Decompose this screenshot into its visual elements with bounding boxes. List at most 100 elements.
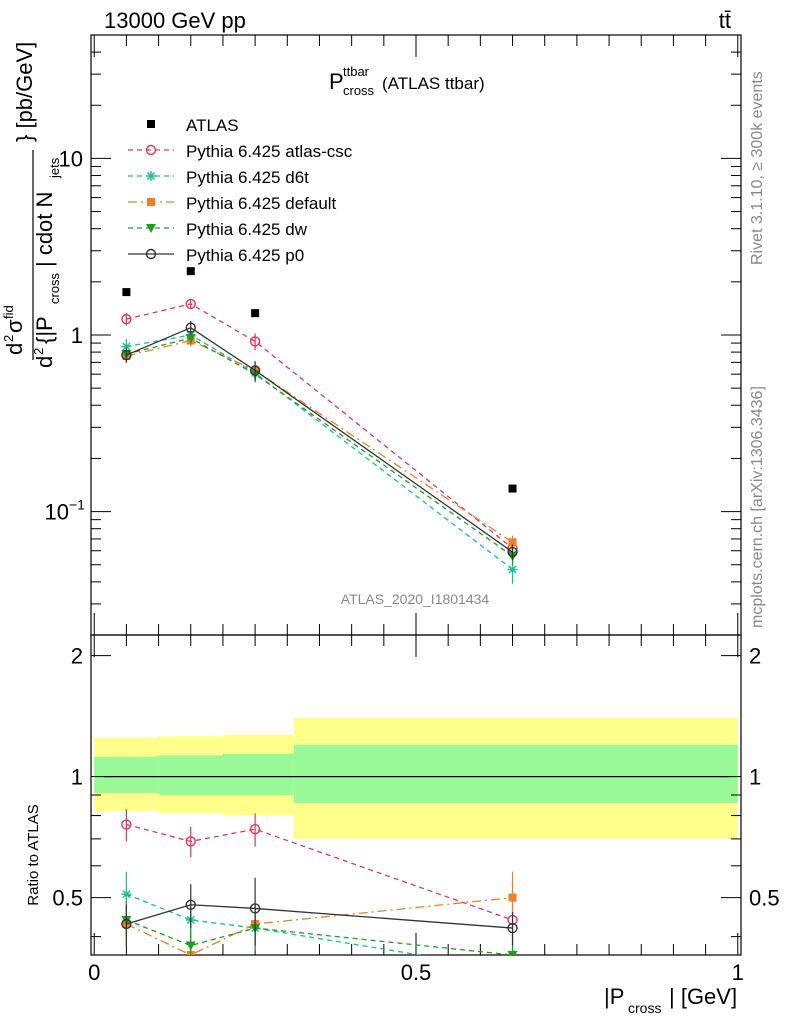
star-stroke xyxy=(509,967,516,974)
legend-marker xyxy=(147,198,155,206)
y-label-units: } [pb/GeV] xyxy=(12,42,37,142)
data-point xyxy=(121,889,132,900)
data-point xyxy=(249,823,261,835)
x-axis-label: |P cross | [GeV] xyxy=(604,984,737,1016)
star-stroke xyxy=(122,342,131,351)
series-line xyxy=(126,339,513,543)
legend-entry: Pythia 6.425 default xyxy=(128,194,337,213)
x-tick-label: 0 xyxy=(88,960,100,985)
ratio-tick-label-right: 1 xyxy=(749,765,761,790)
legend-entry: Pythia 6.425 dw xyxy=(128,220,308,239)
data-point xyxy=(185,334,196,344)
legend-marker xyxy=(146,224,156,233)
data-point xyxy=(121,349,132,361)
data-point xyxy=(121,313,132,325)
y-tick-label-exponent: −1 xyxy=(69,497,85,513)
series-line xyxy=(126,326,513,553)
atlas-data-point xyxy=(251,309,260,318)
series-line xyxy=(126,334,513,570)
y-tick-label: 1 xyxy=(71,323,83,348)
legend-marker xyxy=(145,144,157,156)
legend-label: Pythia 6.425 default xyxy=(186,194,337,213)
y-label-den: {|P xyxy=(32,316,57,344)
ratio-tick-label-left: 0.5 xyxy=(52,886,83,911)
title-sup: ttbar xyxy=(343,64,370,79)
data-point xyxy=(185,298,196,310)
ratio-series-group xyxy=(121,809,518,975)
data-point xyxy=(249,365,261,376)
data-point xyxy=(508,965,518,975)
y-label-d2: d xyxy=(32,356,57,368)
series-pythia-6-425-d6t xyxy=(121,328,518,584)
main-y-minor-ticks xyxy=(91,34,741,636)
series-pythia-6-425-dw xyxy=(121,331,518,565)
legend-entry-atlas: ATLAS xyxy=(147,116,239,135)
analysis-label: ATLAS_2020_I1801434 xyxy=(341,591,490,607)
energy-label: 13000 GeV pp xyxy=(104,8,246,33)
data-point xyxy=(507,951,518,955)
atlas-data-point xyxy=(508,484,517,493)
ratio-tick-label-right: 0.5 xyxy=(749,886,780,911)
series-line xyxy=(126,303,513,549)
legend-marker-atlas xyxy=(147,120,155,128)
y-label-sigma: σ xyxy=(2,319,27,333)
y-label-d: d xyxy=(2,343,27,355)
series-line xyxy=(126,919,513,955)
y-label-d2-exp: 2 xyxy=(31,348,46,355)
legend-label: Pythia 6.425 d6t xyxy=(186,168,309,187)
x-tick-label: 1 xyxy=(732,960,744,985)
legend-label: Pythia 6.425 dw xyxy=(186,220,308,239)
green-band-bin xyxy=(222,753,294,795)
series-line xyxy=(126,904,513,929)
legend-entry: Pythia 6.425 atlas-csc xyxy=(128,142,353,161)
x-label-post: | [GeV] xyxy=(669,984,737,1009)
process-label: tt̄ xyxy=(719,8,731,33)
series-atlas-data xyxy=(122,267,517,493)
green-band-bin xyxy=(94,756,159,794)
site-label: mcplots.cern.ch [arXiv:1306.3436] xyxy=(749,386,766,628)
y-label-sigma-sup: fid xyxy=(1,305,16,319)
series-line xyxy=(126,337,513,557)
star-stroke xyxy=(508,565,517,574)
data-point xyxy=(249,903,261,914)
legend: ATLAS Pythia 6.425 atlas-csc Pythia 6.425 … xyxy=(128,116,353,265)
series-line xyxy=(126,896,513,955)
y-label-d-exp: 2 xyxy=(1,335,16,342)
data-point xyxy=(249,336,261,347)
star-stroke xyxy=(122,890,131,899)
ratio-tick-label-left: 1 xyxy=(71,765,83,790)
series-pythia-6-425-p0 xyxy=(121,321,518,561)
data-point xyxy=(185,941,196,951)
y-label-den-mid: | cdot N xyxy=(32,192,57,267)
star-stroke xyxy=(146,171,156,181)
green-band-bin xyxy=(158,755,223,795)
legend-label: Pythia 6.425 atlas-csc xyxy=(186,142,353,161)
legend-marker xyxy=(145,248,157,260)
rivet-label: Rivet 3.1.10, ≥ 300k events xyxy=(749,71,766,265)
data-point xyxy=(185,836,196,847)
legend-entry: Pythia 6.425 p0 xyxy=(128,246,304,265)
y-tick-label: 10 xyxy=(59,146,83,171)
ratio-tick-label-left: 2 xyxy=(71,644,83,669)
x-tick-label: 0.5 xyxy=(401,960,432,985)
y-label-den-sub2: jets xyxy=(47,157,62,179)
x-axis-ticks: 0 0.5 1 xyxy=(88,35,744,985)
main-y-axis-label: d 2 σ fid d 2 {|P cross | cdot N jets } … xyxy=(1,42,62,368)
ratio-y-ticks: 0.5 0.5 1 1 2 2 xyxy=(52,644,780,938)
y-tick-label: 10 xyxy=(45,500,69,525)
data-point xyxy=(507,922,518,934)
title-p: P xyxy=(329,69,344,94)
title-sub: cross xyxy=(343,83,375,98)
x-label-pre: |P xyxy=(604,984,624,1009)
data-point xyxy=(121,918,132,930)
plot-title: P ttbar cross (ATLAS ttbar) xyxy=(329,64,485,98)
legend-label: Pythia 6.425 p0 xyxy=(186,246,304,265)
atlas-data-point xyxy=(186,267,195,276)
data-point xyxy=(507,546,518,558)
atlas-data-point xyxy=(122,288,131,297)
legend-label: ATLAS xyxy=(186,116,239,135)
ratio-tick-label-right: 2 xyxy=(749,644,761,669)
star-stroke xyxy=(509,967,516,974)
